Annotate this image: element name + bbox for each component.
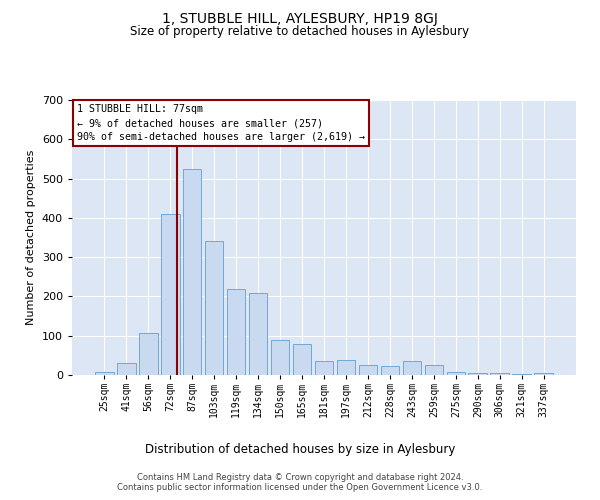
Bar: [403, 361, 421, 375]
Bar: [139, 332, 158, 375]
Text: Distribution of detached houses by size in Aylesbury: Distribution of detached houses by size …: [145, 442, 455, 456]
Bar: [337, 360, 355, 375]
Bar: [293, 344, 311, 375]
Bar: [314, 361, 334, 375]
Bar: [205, 242, 223, 375]
Bar: [535, 373, 553, 375]
Text: Contains HM Land Registry data © Crown copyright and database right 2024.: Contains HM Land Registry data © Crown c…: [137, 472, 463, 482]
Text: 1 STUBBLE HILL: 77sqm
← 9% of detached houses are smaller (257)
90% of semi-deta: 1 STUBBLE HILL: 77sqm ← 9% of detached h…: [77, 104, 365, 142]
Text: Contains public sector information licensed under the Open Government Licence v3: Contains public sector information licen…: [118, 482, 482, 492]
Text: Size of property relative to detached houses in Aylesbury: Size of property relative to detached ho…: [130, 25, 470, 38]
Bar: [512, 374, 531, 375]
Bar: [380, 366, 399, 375]
Bar: [446, 372, 465, 375]
Bar: [95, 372, 113, 375]
Bar: [469, 374, 487, 375]
Y-axis label: Number of detached properties: Number of detached properties: [26, 150, 36, 325]
Bar: [183, 169, 202, 375]
Bar: [490, 374, 509, 375]
Bar: [161, 214, 179, 375]
Bar: [117, 363, 136, 375]
Bar: [359, 365, 377, 375]
Bar: [425, 365, 443, 375]
Bar: [227, 288, 245, 375]
Bar: [271, 340, 289, 375]
Bar: [249, 292, 268, 375]
Text: 1, STUBBLE HILL, AYLESBURY, HP19 8GJ: 1, STUBBLE HILL, AYLESBURY, HP19 8GJ: [162, 12, 438, 26]
